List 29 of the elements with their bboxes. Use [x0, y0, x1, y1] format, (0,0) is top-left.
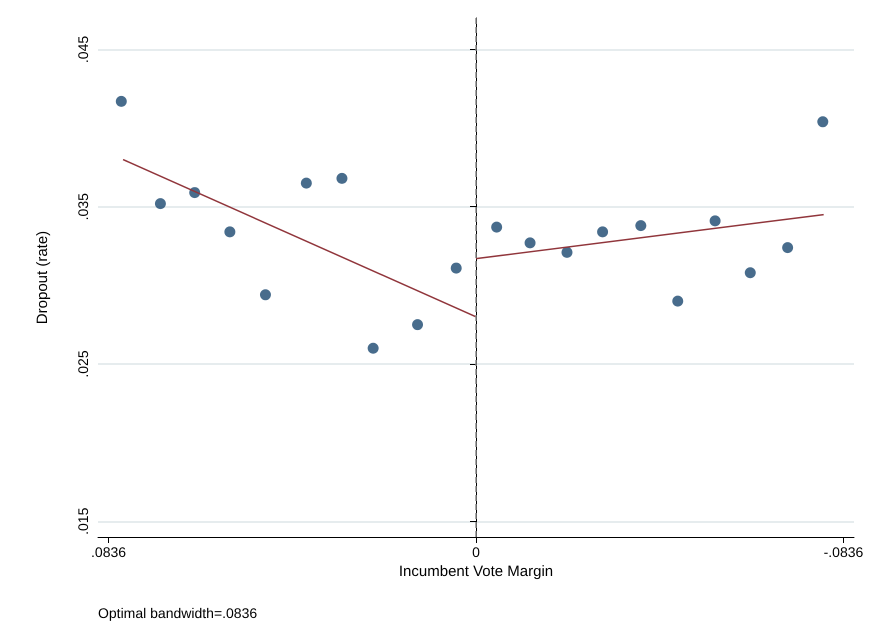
point	[561, 246, 572, 258]
y-tick-label: .045	[75, 36, 91, 64]
point	[450, 262, 462, 274]
y-axis-title: Dropout (rate)	[34, 230, 51, 324]
point	[524, 237, 536, 248]
x-tick-label: 0	[472, 544, 480, 560]
point	[672, 296, 684, 307]
point	[782, 242, 794, 254]
point	[116, 96, 127, 107]
point	[710, 215, 721, 226]
point	[224, 226, 236, 238]
point	[336, 172, 348, 184]
point	[817, 116, 828, 128]
x-tick-label: -.0836	[824, 544, 864, 560]
point	[300, 178, 312, 189]
text: Optimal bandwidth=.0836	[98, 605, 258, 621]
point	[368, 342, 379, 354]
point	[412, 319, 424, 330]
x-axis-title: Incumbent Vote Margin	[398, 562, 554, 580]
y-tick-label: .025	[75, 350, 91, 378]
point	[154, 198, 166, 210]
y-tick-label: .035	[75, 192, 91, 220]
y-tick-label: .015	[75, 507, 91, 535]
point	[260, 289, 271, 300]
point	[597, 226, 608, 238]
point	[635, 220, 646, 232]
x-tick-label: .0836	[91, 544, 126, 560]
point	[744, 267, 756, 278]
point	[491, 222, 502, 233]
